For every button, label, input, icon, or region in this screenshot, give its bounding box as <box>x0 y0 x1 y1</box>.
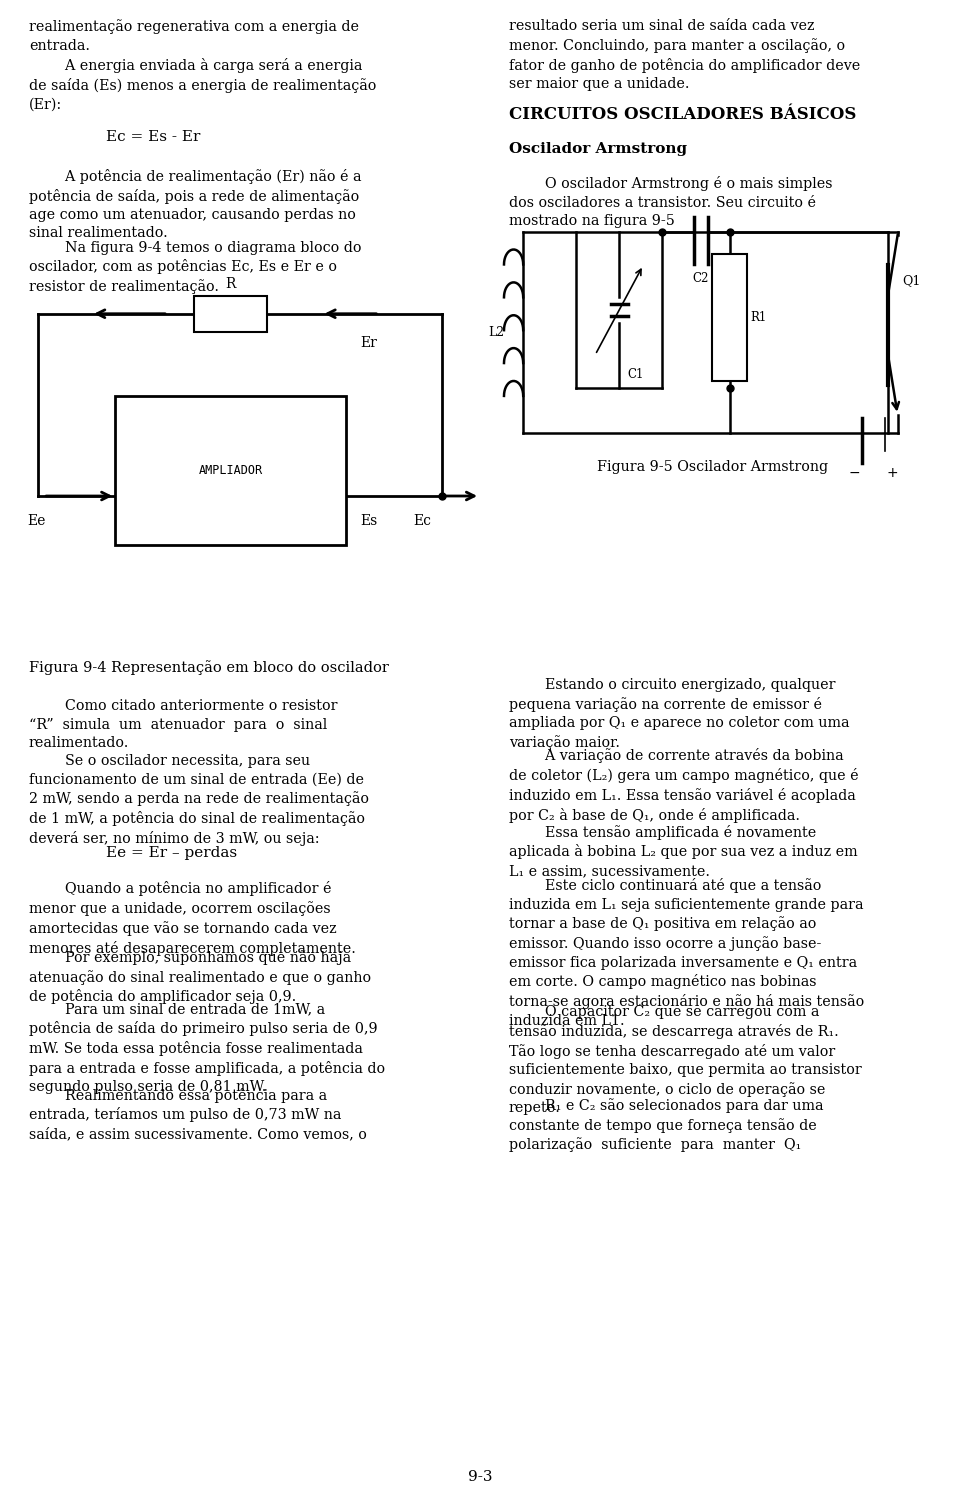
Text: A energia enviada à carga será a energia
de saída (Es) menos a energia de realim: A energia enviada à carga será a energia… <box>29 58 376 112</box>
Text: L2: L2 <box>489 326 504 339</box>
Text: C1: C1 <box>627 368 643 381</box>
Text: Na figura 9-4 temos o diagrama bloco do
oscilador, com as potências Ec, Es e Er : Na figura 9-4 temos o diagrama bloco do … <box>29 241 361 294</box>
Text: O oscilador Armstrong é o mais simples
dos osciladores a transistor. Seu circuit: O oscilador Armstrong é o mais simples d… <box>509 176 832 229</box>
Text: R1: R1 <box>751 311 767 324</box>
Text: Er: Er <box>360 336 377 350</box>
Text: Figura 9-5 Oscilador Armstrong: Figura 9-5 Oscilador Armstrong <box>597 460 828 474</box>
Text: Es: Es <box>360 514 377 527</box>
Text: Essa tensão amplificada é novamente
aplicada à bobina L₂ que por sua vez a induz: Essa tensão amplificada é novamente apli… <box>509 825 857 878</box>
Text: realimentação regenerativa com a energia de
entrada.: realimentação regenerativa com a energia… <box>29 19 359 52</box>
Text: Ec: Ec <box>413 514 431 527</box>
Text: CIRCUITOS OSCILADORES BÁSICOS: CIRCUITOS OSCILADORES BÁSICOS <box>509 106 856 123</box>
Text: Oscilador Armstrong: Oscilador Armstrong <box>509 142 687 155</box>
Text: R: R <box>226 278 235 291</box>
Text: Este ciclo continuará até que a tensão
induzida em L₁ seja suficientemente grand: Este ciclo continuará até que a tensão i… <box>509 878 864 1028</box>
Text: A variação de corrente através da bobina
de coletor (L₂) gera um campo magnético: A variação de corrente através da bobina… <box>509 748 858 823</box>
Text: 9-3: 9-3 <box>468 1470 492 1484</box>
Text: AMPLIADOR: AMPLIADOR <box>199 465 262 477</box>
Text: Para um sinal de entrada de 1mW, a
potência de saída do primeiro pulso seria de : Para um sinal de entrada de 1mW, a potên… <box>29 1002 385 1094</box>
Text: A potência de realimentação (Er) não é a
potência de saída, pois a rede de alime: A potência de realimentação (Er) não é a… <box>29 169 361 241</box>
Text: Ee = Er – perdas: Ee = Er – perdas <box>106 846 237 859</box>
Text: −: − <box>849 466 860 480</box>
Text: Ec = Es - Er: Ec = Es - Er <box>106 130 200 143</box>
Text: C2: C2 <box>692 272 709 285</box>
Text: Ee: Ee <box>27 514 45 527</box>
Text: Q1: Q1 <box>902 273 921 287</box>
Text: Realimentando essa potência para a
entrada, teríamos um pulso de 0,73 mW na
saíd: Realimentando essa potência para a entra… <box>29 1088 367 1141</box>
Bar <box>115 396 346 545</box>
Text: Figura 9-4 Representação em bloco do oscilador: Figura 9-4 Representação em bloco do osc… <box>29 660 389 675</box>
Text: Se o oscilador necessita, para seu
funcionamento de um sinal de entrada (Ee) de
: Se o oscilador necessita, para seu funci… <box>29 754 369 846</box>
Text: O capacitor C₂ que se carregou com a
tensão induzida, se descarrega através de R: O capacitor C₂ que se carregou com a ten… <box>509 1005 861 1116</box>
Text: Por exemplo, suponhamos que não haja
atenuação do sinal realimentado e que o gan: Por exemplo, suponhamos que não haja ate… <box>29 950 371 1004</box>
Text: Estando o circuito energizado, qualquer
pequena variação na corrente de emissor : Estando o circuito energizado, qualquer … <box>509 678 850 750</box>
Bar <box>194 296 267 332</box>
Text: Quando a potência no amplificador é
menor que a unidade, ocorrem oscilações
amor: Quando a potência no amplificador é meno… <box>29 881 355 956</box>
Text: +: + <box>887 466 899 480</box>
Text: resultado seria um sinal de saída cada vez
menor. Concluindo, para manter a osci: resultado seria um sinal de saída cada v… <box>509 19 860 91</box>
Bar <box>712 254 747 381</box>
Text: Como citado anteriormente o resistor
“R”  simula  um  atenuador  para  o  sinal
: Como citado anteriormente o resistor “R”… <box>29 699 337 750</box>
Text: R₁ e C₂ são selecionados para dar uma
constante de tempo que forneça tensão de
p: R₁ e C₂ são selecionados para dar uma co… <box>509 1098 824 1152</box>
